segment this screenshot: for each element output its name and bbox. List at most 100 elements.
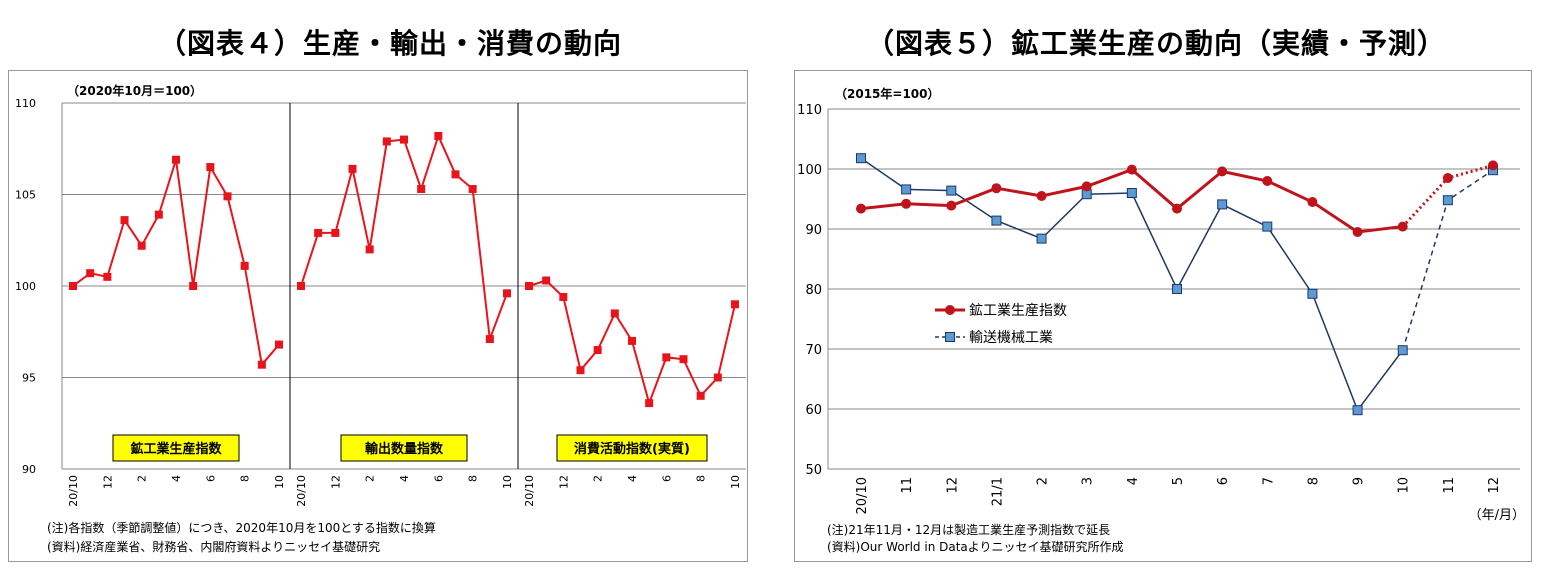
left-chart-data-point — [120, 216, 129, 225]
right-chart-x-tick-label: 10 — [1397, 477, 1412, 494]
left-chart-x-tick-label: 4 — [170, 475, 183, 482]
left-chart-x-tick-label: 6 — [432, 475, 445, 482]
right-chart-data-point — [1126, 188, 1137, 198]
left-chart-data-point — [382, 137, 391, 146]
left-chart-data-point — [679, 355, 688, 364]
right-chart-legend-marker — [945, 305, 955, 315]
left-chart-x-tick-label: 20/10 — [67, 475, 80, 507]
left-chart-data-point — [257, 360, 266, 369]
left-chart-x-tick-label: 12 — [101, 475, 114, 489]
left-chart-x-tick-label: 8 — [239, 475, 252, 482]
left-chart-data-point — [137, 241, 146, 250]
right-chart-note: (注)21年11月・12月は製造工業生産予測指数で延長 — [827, 523, 1111, 537]
right-chart-unit-label: （2015年=100） — [835, 86, 940, 101]
right-chart-data-point — [1126, 164, 1137, 175]
left-chart-data-point — [468, 185, 477, 194]
left-chart-x-tick-label: 12 — [557, 475, 570, 489]
left-chart-data-point — [593, 346, 602, 355]
left-chart-x-tick-label: 2 — [592, 475, 605, 482]
right-chart-data-point — [856, 203, 866, 214]
right-chart-x-tick-label: 8 — [1306, 477, 1321, 485]
left-chart-x-tick-label: 6 — [204, 475, 217, 482]
left-chart-data-point — [696, 391, 705, 400]
left-chart-data-point — [69, 282, 77, 290]
right-chart-data-point — [901, 198, 912, 209]
left-chart-x-tick-label: 12 — [329, 475, 342, 489]
left-chart-data-point — [189, 282, 198, 290]
right-chart-legend-label: 輸送機械工業 — [969, 330, 1053, 346]
left-chart-data-point — [503, 289, 511, 298]
left-chart-x-tick-label: 2 — [136, 475, 149, 482]
left-chart-panel-label: 輸出数量指数 — [365, 441, 444, 457]
left-chart-panel-label-box — [556, 434, 708, 462]
right-chart-y-tick-label: 60 — [805, 403, 822, 418]
left-chart-x-tick-label: 20/10 — [295, 475, 308, 507]
left-chart-data-point — [559, 292, 568, 301]
right-chart-x-unit-label: （年/月） — [1469, 508, 1525, 523]
right-chart-data-point — [1036, 233, 1047, 244]
left-chart-data-point — [86, 269, 95, 278]
left-chart-y-tick-label: 110 — [15, 97, 36, 110]
left-chart-data-point — [662, 353, 671, 362]
left-chart-y-tick-label: 90 — [22, 463, 36, 476]
left-chart-y-tick-label: 105 — [15, 189, 36, 202]
left-chart-data-point — [576, 366, 585, 375]
right-chart-data-point — [856, 153, 866, 164]
right-chart-y-tick-label: 50 — [805, 463, 822, 478]
left-chart-data-point — [645, 399, 654, 408]
right-chart-data-point — [1307, 197, 1318, 207]
right-chart-data-point — [1307, 288, 1318, 299]
left-chart-data-point — [400, 135, 408, 144]
left-chart-x-tick-label: 10 — [501, 475, 514, 489]
right-chart-data-point — [1262, 176, 1273, 186]
right-chart-x-tick-label: 12 — [1487, 477, 1502, 494]
right-chart-data-point — [901, 184, 912, 195]
right-chart-data-point — [1397, 221, 1408, 232]
left-chart-data-point — [610, 309, 619, 318]
left-chart-title: （図表４）生産・輸出・消費の動向 — [158, 27, 623, 60]
left-chart-data-point — [223, 192, 232, 201]
right-chart-x-tick-label: 2 — [1036, 477, 1051, 485]
left-chart-svg: （2020年10月＝100） 90 95 100 105 110 20/10 12 2 4 6 8 10… — [15, 83, 746, 507]
left-chart-x-tick-label: 10 — [729, 475, 742, 489]
right-chart-x-tick-label: 12 — [945, 477, 960, 494]
left-chart-y-tick-label: 95 — [22, 372, 36, 385]
left-chart-data-point — [172, 155, 180, 164]
right-chart-svg: （2015年=100） 50 60 70 80 90 100 110 20/10 11 12 21/1… — [797, 86, 1525, 523]
left-chart-data-point — [434, 131, 443, 140]
left-chart-data-point — [485, 335, 494, 344]
left-chart-data-point — [314, 228, 323, 237]
right-chart-data-point — [1352, 405, 1363, 416]
left-chart-data-point — [275, 340, 283, 349]
right-chart-x-tick-label: 21/1 — [990, 477, 1005, 506]
right-chart-x-tick-label: 4 — [1126, 477, 1141, 485]
right-chart-series-line — [860, 167, 1403, 234]
left-chart-data-point — [240, 261, 249, 270]
left-chart-x-tick-label: 10 — [273, 475, 286, 489]
right-chart-x-tick-label: 7 — [1261, 477, 1276, 485]
right-chart-data-point — [946, 185, 957, 196]
left-chart-x-tick-label: 8 — [467, 475, 480, 482]
left-chart-panel-label-box — [112, 434, 240, 462]
right-chart-data-point — [1352, 227, 1363, 237]
left-chart-series-line — [300, 133, 508, 340]
left-chart-panel-label: 鉱工業生産指数 — [130, 441, 222, 457]
right-chart-x-tick-label: 6 — [1216, 477, 1231, 485]
left-chart-data-point — [297, 282, 305, 290]
left-chart-note: (注)各指数（季節調整値）につき、2020年10月を100とする指数に換算 — [47, 521, 436, 535]
left-chart-x-tick-label: 4 — [626, 475, 639, 482]
left-chart-y-tick-label: 100 — [15, 280, 36, 293]
left-chart-x-tick-label: 2 — [364, 475, 377, 482]
left-chart-unit-label: （2020年10月＝100） — [67, 83, 202, 98]
left-chart-data-point — [713, 373, 722, 382]
right-chart-x-tick-label: 5 — [1171, 477, 1186, 485]
right-chart-data-point — [1217, 199, 1228, 210]
left-chart-data-point — [628, 336, 636, 345]
right-chart-y-tick-label: 70 — [805, 343, 822, 358]
right-chart-data-point — [991, 183, 1002, 194]
right-chart-x-tick-label: 11 — [1442, 477, 1457, 494]
right-chart-data-point — [1442, 195, 1453, 206]
left-chart-data-point — [365, 245, 374, 254]
right-chart-data-point — [1442, 173, 1453, 183]
right-chart-panel: （2015年=100） 50 60 70 80 90 100 110 20/10 11 12 21/1… — [794, 70, 1532, 562]
